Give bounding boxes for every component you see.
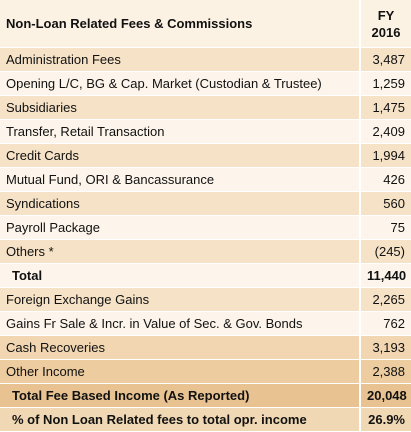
row-value: 1,994 <box>361 144 411 168</box>
table-row: Foreign Exchange Gains 2,265 <box>0 288 411 312</box>
table-row: Other Income 2,388 <box>0 360 411 384</box>
table-row: Cash Recoveries 3,193 <box>0 336 411 360</box>
row-value: (245) <box>361 240 411 264</box>
table-row: Opening L/C, BG & Cap. Market (Custodian… <box>0 72 411 96</box>
table-row: % of Non Loan Related fees to total opr.… <box>0 408 411 432</box>
row-label: Opening L/C, BG & Cap. Market (Custodian… <box>0 72 361 96</box>
table-row: Payroll Package 75 <box>0 216 411 240</box>
row-value: 3,193 <box>361 336 411 360</box>
table-row: Others * (245) <box>0 240 411 264</box>
table-row: Subsidiaries 1,475 <box>0 96 411 120</box>
table-row: Gains Fr Sale & Incr. in Value of Sec. &… <box>0 312 411 336</box>
table-row: Administration Fees 3,487 <box>0 48 411 72</box>
table-row: Transfer, Retail Transaction 2,409 <box>0 120 411 144</box>
table-body: Administration Fees 3,487 Opening L/C, BG … <box>0 48 411 432</box>
row-label: Transfer, Retail Transaction <box>0 120 361 144</box>
row-label: Other Income <box>0 360 361 384</box>
row-value: 75 <box>361 216 411 240</box>
table-row: Credit Cards 1,994 <box>0 144 411 168</box>
table-row: Total 11,440 <box>0 264 411 288</box>
row-value: 762 <box>361 312 411 336</box>
header-row: Non-Loan Related Fees & Commissions FY 2… <box>0 0 411 48</box>
table-row: Mutual Fund, ORI & Bancassurance 426 <box>0 168 411 192</box>
row-label: Credit Cards <box>0 144 361 168</box>
row-label: Gains Fr Sale & Incr. in Value of Sec. &… <box>0 312 361 336</box>
row-value: 426 <box>361 168 411 192</box>
row-label: Total <box>0 264 361 288</box>
row-label: Others * <box>0 240 361 264</box>
table-row: Syndications 560 <box>0 192 411 216</box>
row-value: 560 <box>361 192 411 216</box>
table-row: Total Fee Based Income (As Reported) 20,0… <box>0 384 411 408</box>
row-label: Payroll Package <box>0 216 361 240</box>
row-label: Mutual Fund, ORI & Bancassurance <box>0 168 361 192</box>
row-label: Cash Recoveries <box>0 336 361 360</box>
row-value: 20,048 <box>361 384 411 408</box>
row-label: Foreign Exchange Gains <box>0 288 361 312</box>
row-value: 2,388 <box>361 360 411 384</box>
row-value: 26.9% <box>361 408 411 432</box>
row-value: 11,440 <box>361 264 411 288</box>
header-year: FY 2016 <box>361 0 411 48</box>
row-label: % of Non Loan Related fees to total opr.… <box>0 408 361 432</box>
header-label: Non-Loan Related Fees & Commissions <box>0 0 361 48</box>
row-value: 3,487 <box>361 48 411 72</box>
row-label: Subsidiaries <box>0 96 361 120</box>
row-value: 2,409 <box>361 120 411 144</box>
row-value: 2,265 <box>361 288 411 312</box>
row-label: Administration Fees <box>0 48 361 72</box>
row-label: Syndications <box>0 192 361 216</box>
row-value: 1,475 <box>361 96 411 120</box>
row-value: 1,259 <box>361 72 411 96</box>
row-label: Total Fee Based Income (As Reported) <box>0 384 361 408</box>
